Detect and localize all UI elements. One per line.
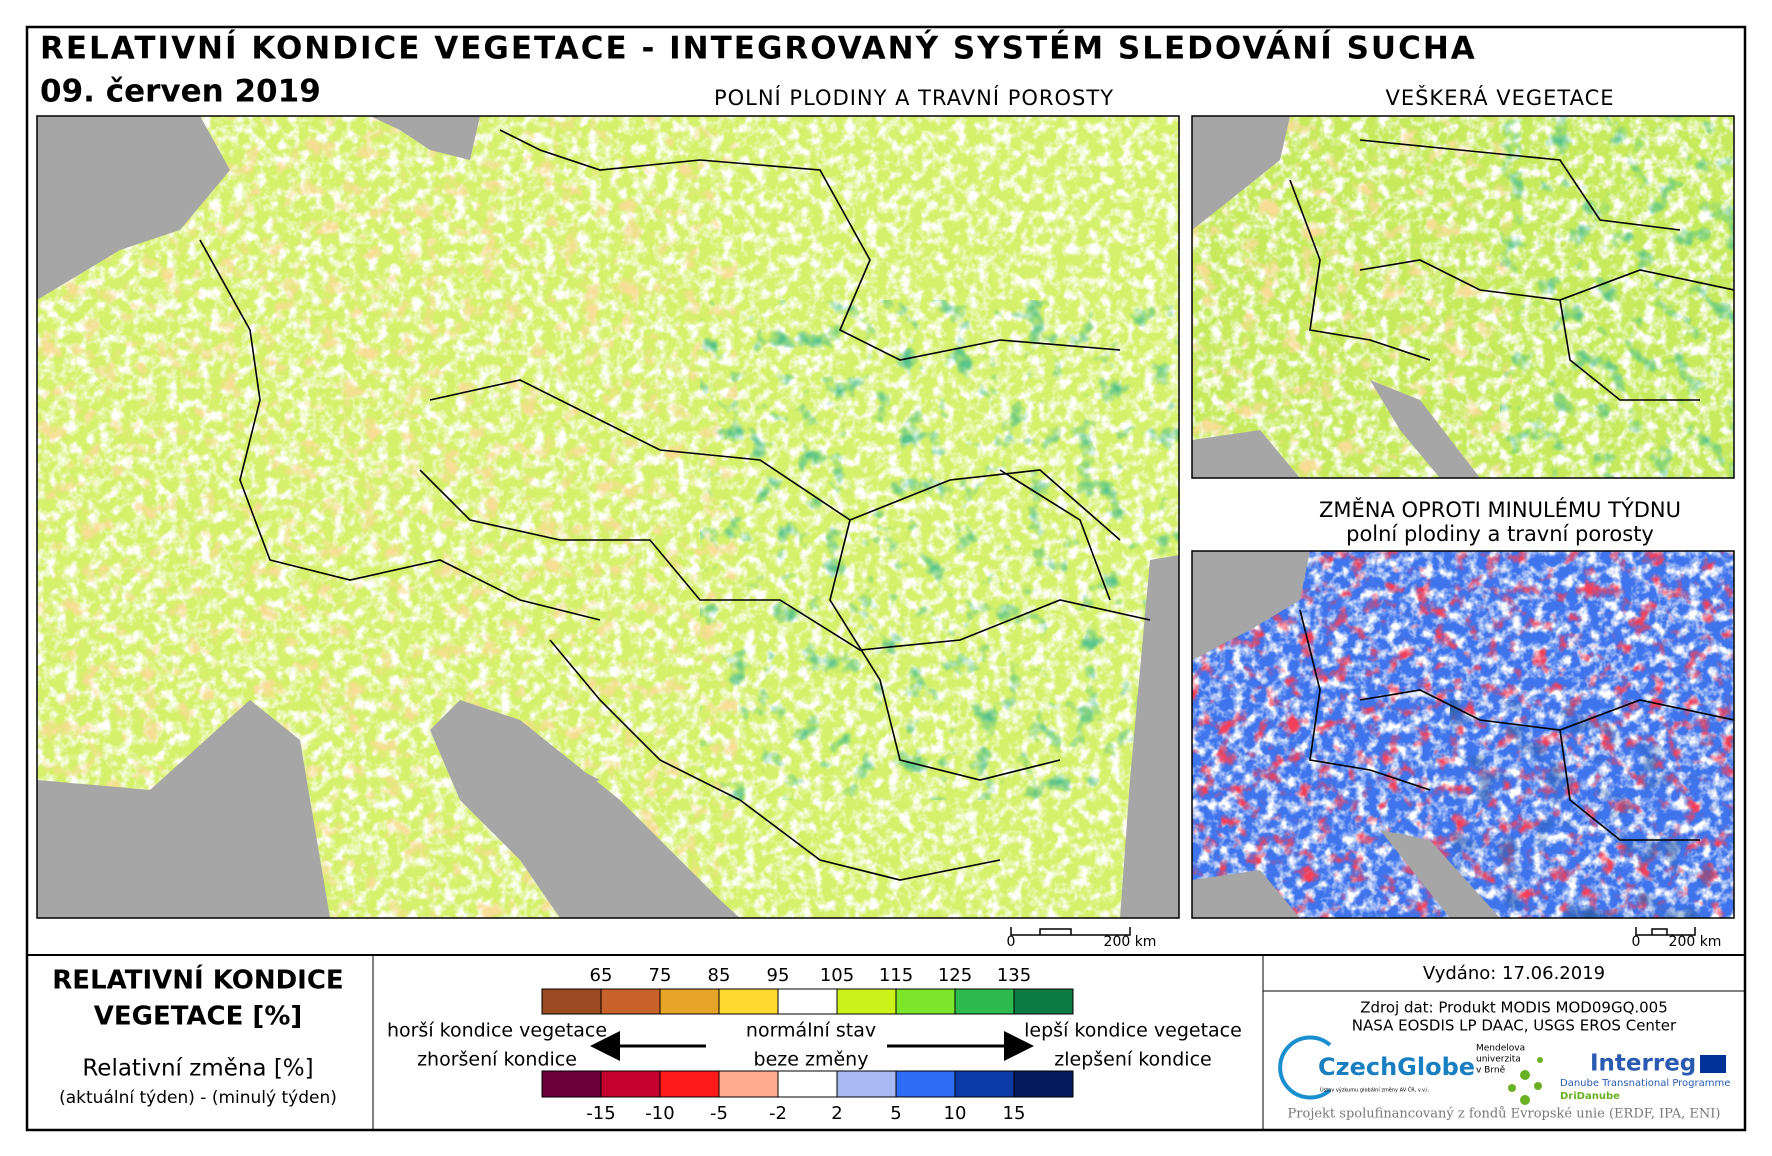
legend-swatch bbox=[659, 988, 720, 1015]
eu-flag bbox=[1700, 1055, 1726, 1073]
logo-mendel: Mendelova bbox=[1476, 1044, 1525, 1054]
source: Zdroj dat: Produkt MODIS MOD09GQ.005 bbox=[1360, 999, 1668, 1017]
logo-czechglobe-sub: Ústav výzkumu globální změny AV ČR, v.v.… bbox=[1320, 1087, 1430, 1094]
legend-label: zlepšení kondice bbox=[1054, 1049, 1211, 1071]
map-title: POLNÍ PLODINY A TRAVNÍ POROSTY bbox=[714, 85, 1114, 110]
issued: Vydáno: 17.06.2019 bbox=[1423, 963, 1605, 984]
tick-label: -10 bbox=[645, 1103, 674, 1124]
scale-label: 200 km bbox=[1669, 934, 1722, 950]
legend-title: VEGETACE [%] bbox=[94, 1002, 303, 1032]
tick-label: 125 bbox=[938, 965, 972, 986]
scale-label: 0 bbox=[1007, 934, 1016, 950]
tick-label: 5 bbox=[890, 1103, 901, 1124]
legend-swatch bbox=[1013, 1070, 1074, 1098]
vegetation-map bbox=[1192, 116, 1734, 478]
legend-swatch bbox=[836, 1070, 897, 1098]
tick-label: 115 bbox=[879, 965, 913, 986]
legend-swatch bbox=[541, 1070, 602, 1098]
legend-label: beze změny bbox=[754, 1049, 869, 1071]
tick-label: 85 bbox=[708, 965, 731, 986]
change-map bbox=[1192, 551, 1734, 918]
tick-label: 65 bbox=[590, 965, 613, 986]
legend-swatch bbox=[541, 988, 602, 1015]
legend-swatch bbox=[895, 1070, 956, 1098]
legend-swatch bbox=[600, 988, 661, 1015]
logo-interreg: Interreg bbox=[1590, 1051, 1696, 1077]
legend-label: zhoršení kondice bbox=[417, 1049, 577, 1071]
map-frame bbox=[1191, 115, 1735, 479]
condition-map bbox=[37, 116, 1179, 918]
legend-bars: 65 75 85 95 105 115 125 135 -15 -10 -5 -2 2 5 10 15 bbox=[541, 965, 1074, 1124]
tick-label: 75 bbox=[649, 965, 672, 986]
map-title: VEŠKERÁ VEGETACE bbox=[1385, 85, 1614, 110]
logo-programme: Danube Transnational Programme bbox=[1560, 1078, 1730, 1089]
main-title: RELATIVNÍ KONDICE VEGETACE - INTEGROVANÝ… bbox=[40, 30, 1477, 67]
legend-label: horší kondice vegetace bbox=[387, 1020, 607, 1042]
logo-czechglobe: CzechGlobe bbox=[1318, 1053, 1475, 1081]
logo-mendel: univerzita bbox=[1476, 1055, 1521, 1065]
logo-project: DriDanube bbox=[1560, 1091, 1620, 1102]
tick-label: 15 bbox=[1003, 1103, 1026, 1124]
legend-swatch bbox=[777, 1070, 838, 1098]
legend-swatch bbox=[718, 1070, 779, 1098]
tick-label: 135 bbox=[997, 965, 1031, 986]
legend-swatch bbox=[777, 988, 838, 1015]
cofinancing: Projekt spolufinancovaný z fondů Evropsk… bbox=[1288, 1106, 1721, 1122]
map-frame bbox=[1191, 550, 1735, 919]
legend-swatch bbox=[718, 988, 779, 1015]
legend-swatch bbox=[836, 988, 897, 1015]
logo-mark bbox=[1278, 1035, 1332, 1100]
source: NASA EOSDIS LP DAAC, USGS EROS Center bbox=[1352, 1017, 1677, 1035]
logo-dots bbox=[1508, 1057, 1543, 1105]
legend-swatch bbox=[895, 988, 956, 1015]
legend-swatch bbox=[600, 1070, 661, 1098]
map-frame bbox=[36, 115, 1180, 919]
scale-bar bbox=[1635, 927, 1696, 936]
scale-label: 0 bbox=[1632, 934, 1641, 950]
scale-label: 200 km bbox=[1104, 934, 1157, 950]
tick-label: 2 bbox=[831, 1103, 842, 1124]
legend-label: normální stav bbox=[746, 1020, 876, 1042]
logo-mendel: v Brně bbox=[1476, 1066, 1506, 1076]
legend-label: lepší kondice vegetace bbox=[1024, 1020, 1242, 1042]
tick-label: -5 bbox=[710, 1103, 728, 1124]
change-title: Relativní změna [%] bbox=[82, 1056, 313, 1082]
date: 09. červen 2019 bbox=[40, 74, 321, 110]
tick-label: -2 bbox=[769, 1103, 787, 1124]
tick-label: 105 bbox=[820, 965, 854, 986]
legend-swatch bbox=[954, 988, 1015, 1015]
map-subtitle: polní plodiny a travní porosty bbox=[1346, 522, 1654, 546]
legend-title: RELATIVNÍ KONDICE bbox=[52, 964, 343, 996]
change-formula: (aktuální týden) - (minulý týden) bbox=[59, 1088, 337, 1108]
legend-swatch bbox=[954, 1070, 1015, 1098]
legend-swatch bbox=[1013, 988, 1074, 1015]
legend-swatch bbox=[659, 1070, 720, 1098]
tick-label: 95 bbox=[767, 965, 790, 986]
scale-bar bbox=[1010, 927, 1131, 936]
map-title: ZMĚNA OPROTI MINULÉMU TÝDNU bbox=[1319, 497, 1681, 522]
tick-label: 10 bbox=[944, 1103, 967, 1124]
tick-label: -15 bbox=[586, 1103, 615, 1124]
